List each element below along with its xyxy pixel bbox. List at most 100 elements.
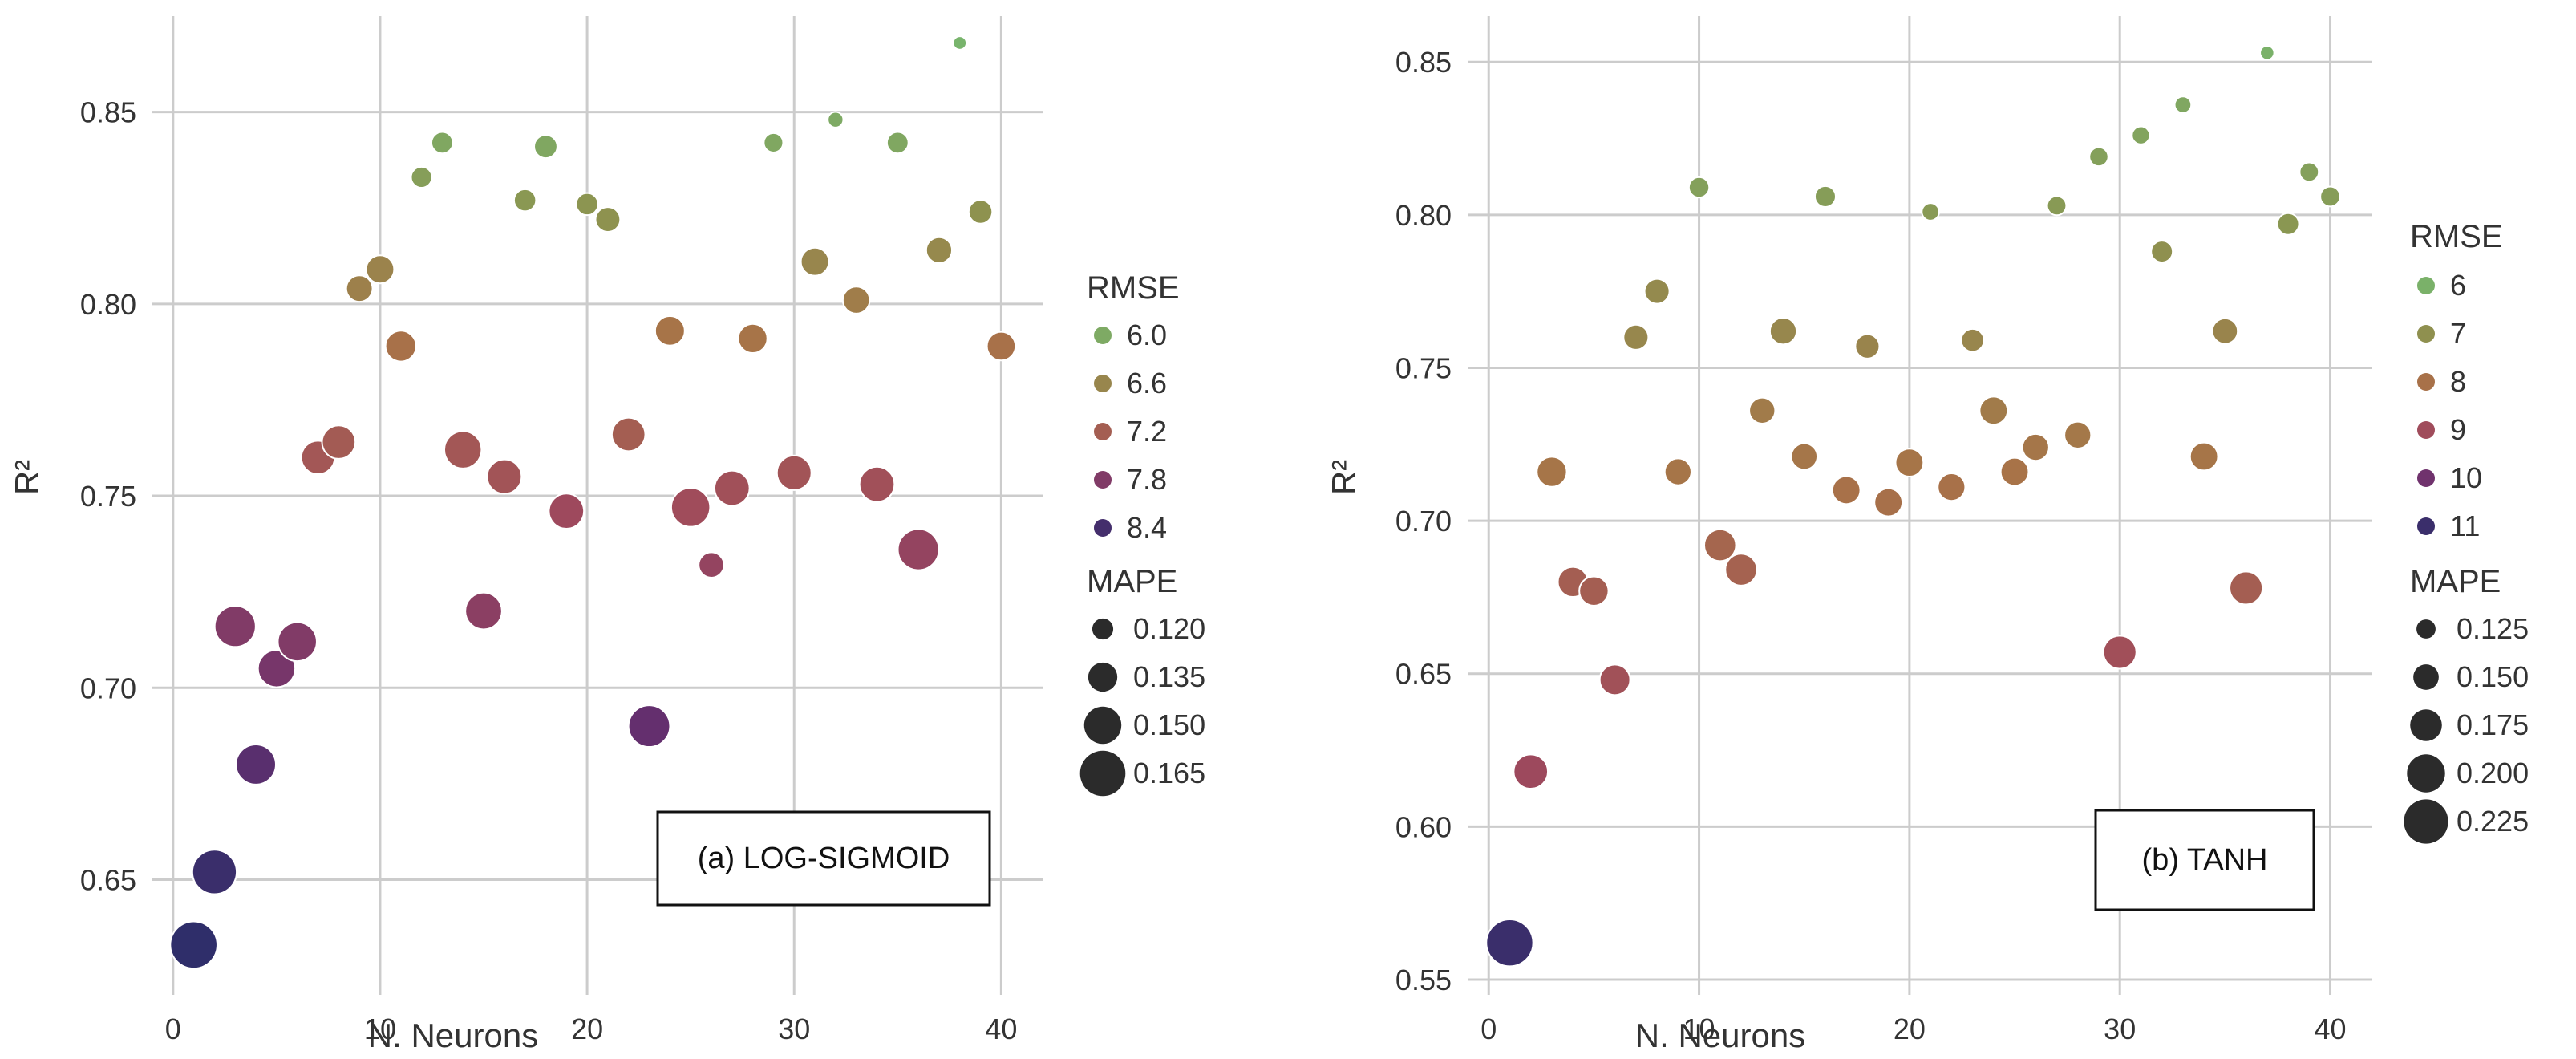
rmse-legend-label: 10	[2450, 461, 2482, 494]
data-point	[430, 131, 454, 155]
data-point	[486, 458, 523, 495]
data-point	[1724, 553, 1758, 586]
data-point	[627, 704, 671, 749]
data-point	[2173, 95, 2193, 114]
mape-legend-label: 0.200	[2457, 757, 2529, 789]
rmse-legend-marker	[2417, 469, 2435, 487]
data-point	[1687, 176, 1711, 199]
panel-a-grid	[152, 16, 1043, 995]
rmse-legend-label: 9	[2450, 413, 2466, 446]
panel-b-x-axis-label: N. Neurons	[1635, 1016, 1805, 1054]
mape-legend-marker	[1092, 618, 1114, 640]
data-point	[1854, 333, 1881, 359]
mape-legend-label: 0.175	[2457, 708, 2529, 741]
rmse-legend-marker	[2417, 373, 2435, 391]
data-point	[2131, 125, 2151, 145]
data-point	[594, 206, 622, 233]
panel-a-y-ticks: 0.65 0.70 0.75 0.80 0.85	[80, 96, 136, 897]
data-point	[1598, 663, 1631, 696]
mape-legend-marker	[2416, 619, 2436, 639]
data-point	[2064, 420, 2092, 449]
x-tick-label: 30	[778, 1012, 810, 1045]
panel-a-x-ticks: 0 10 20 30 40	[165, 1012, 1018, 1045]
data-point	[1513, 753, 1549, 790]
panel-tanh: 0 10 20 30 40 0.55 0.60 0.65 0.70 0.75 0.80 0.85 N…	[1325, 16, 2529, 1054]
rmse-legend-marker	[1094, 471, 1112, 489]
y-tick-label: 0.85	[80, 96, 136, 129]
y-tick-label: 0.65	[80, 863, 136, 896]
panel-a-rmse-legend-title: RMSE	[1087, 270, 1180, 306]
y-tick-label: 0.85	[1395, 46, 1452, 79]
data-point	[443, 430, 483, 469]
rmse-legend-marker	[2417, 421, 2435, 439]
x-tick-label: 20	[1894, 1012, 1926, 1045]
data-point	[2021, 432, 2050, 462]
data-point	[841, 286, 871, 314]
data-point	[512, 188, 537, 213]
rmse-legend-label: 6.0	[1127, 319, 1167, 351]
data-point	[610, 416, 646, 452]
data-point	[464, 591, 503, 631]
data-point	[2189, 441, 2219, 472]
data-point	[776, 454, 812, 491]
data-point	[213, 605, 257, 648]
data-point	[410, 165, 433, 189]
panel-a-mape-legend-title: MAPE	[1087, 564, 1177, 599]
rmse-legend-label: 7.2	[1127, 415, 1167, 448]
panel-a-y-axis-label: R²	[8, 460, 46, 495]
rmse-legend-label: 7.8	[1127, 463, 1167, 496]
data-point	[548, 493, 585, 530]
rmse-legend-marker	[2417, 277, 2435, 294]
rmse-legend-marker	[1094, 423, 1112, 440]
data-point	[257, 649, 297, 688]
data-point	[384, 330, 417, 363]
x-tick-label: 40	[985, 1012, 1017, 1045]
x-tick-label: 30	[2104, 1012, 2136, 1045]
data-point	[1748, 396, 1776, 424]
mape-legend-marker	[2404, 799, 2448, 844]
data-point	[1703, 528, 1737, 562]
data-point	[1831, 475, 1861, 505]
data-point	[1921, 202, 1940, 221]
rmse-legend-label: 8	[2450, 365, 2466, 398]
data-point	[713, 469, 751, 507]
data-point	[827, 111, 844, 128]
data-point	[277, 621, 318, 663]
data-point	[321, 424, 357, 460]
rmse-legend-label: 8.4	[1127, 511, 1167, 544]
data-point	[2259, 44, 2275, 61]
rmse-legend-marker	[1094, 519, 1112, 537]
data-point	[2046, 195, 2068, 217]
data-point	[169, 920, 218, 970]
data-point	[1485, 918, 1534, 968]
mape-legend-label: 0.135	[1133, 660, 1205, 693]
x-tick-label: 0	[165, 1012, 181, 1045]
rmse-legend-marker	[1094, 375, 1112, 392]
panel-b-annotation: (b) TANH	[2142, 843, 2268, 877]
data-point	[1960, 327, 1985, 353]
panel-a-annotation: (a) LOG-SIGMOID	[698, 842, 950, 875]
data-point	[2211, 317, 2239, 345]
x-tick-label: 0	[1480, 1012, 1497, 1045]
data-point	[191, 849, 238, 895]
data-point	[2088, 146, 2109, 168]
panel-a-points	[169, 35, 1017, 970]
y-tick-label: 0.65	[1395, 658, 1452, 691]
mape-legend-label: 0.125	[2457, 612, 2529, 645]
panel-b-y-ticks: 0.55 0.60 0.65 0.70 0.75 0.80 0.85	[1395, 46, 1452, 996]
panel-b-annotation-box: (b) TANH	[2094, 809, 2315, 911]
x-tick-label: 40	[2315, 1012, 2347, 1045]
panel-b-mape-legend-title: MAPE	[2410, 564, 2501, 599]
data-point	[1894, 448, 1925, 478]
data-point	[670, 487, 711, 528]
mape-legend-marker	[1083, 706, 1122, 745]
panel-log-sigmoid: 0 10 20 30 40 0.65 0.70 0.75 0.80 0.85 N. Neuron…	[8, 16, 1205, 1054]
panel-b-rmse-legend-title: RMSE	[2410, 219, 2503, 254]
data-point	[533, 134, 558, 160]
data-point	[1663, 457, 1692, 486]
data-point	[365, 254, 395, 285]
mape-legend-label: 0.120	[1133, 612, 1205, 645]
panel-b-x-ticks: 0 10 20 30 40	[1480, 1012, 2346, 1045]
data-point	[858, 465, 896, 503]
